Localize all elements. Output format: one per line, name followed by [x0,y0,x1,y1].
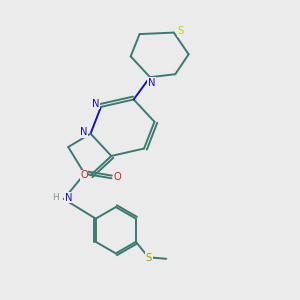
Text: H: H [52,193,59,202]
Text: O: O [80,170,88,180]
Text: S: S [146,253,152,263]
Text: N: N [92,99,99,109]
Text: N: N [148,77,155,88]
Text: S: S [177,26,183,36]
Text: N: N [80,127,88,137]
Text: N: N [64,193,72,202]
Text: O: O [113,172,121,182]
